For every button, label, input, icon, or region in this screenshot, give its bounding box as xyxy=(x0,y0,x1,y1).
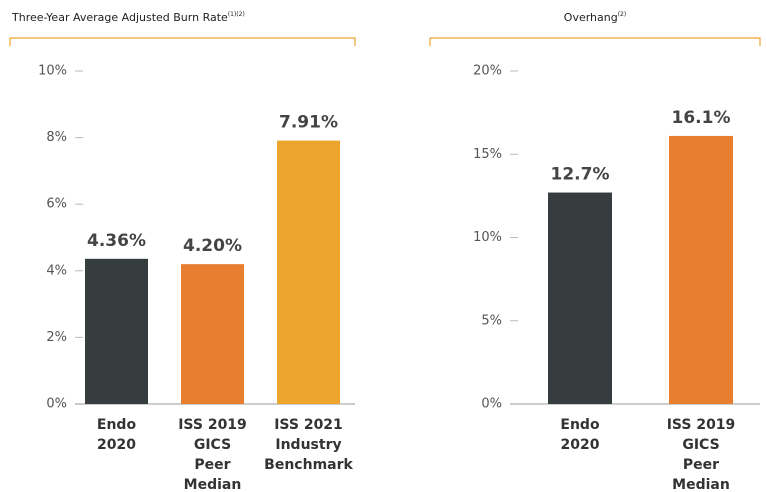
bar xyxy=(277,140,340,405)
chart-title: Three-Year Average Adjusted Burn Rate(1)… xyxy=(11,11,245,25)
x-tick-label: GICS xyxy=(194,437,231,453)
y-tick-label: 20% xyxy=(473,64,502,79)
value-label: 4.36% xyxy=(87,231,146,251)
x-tick-label: Endo xyxy=(97,417,137,433)
x-tick-label: Industry xyxy=(275,437,341,453)
value-label: 16.1% xyxy=(672,108,731,128)
title-superscript: (2) xyxy=(618,11,627,18)
title-bracket xyxy=(9,37,356,46)
x-tick-label: Benchmark xyxy=(264,457,353,473)
y-tick-label: 8% xyxy=(46,130,67,145)
y-tick-label: 2% xyxy=(46,330,67,345)
y-tick-label: 10% xyxy=(473,230,502,245)
x-tick-label: GICS xyxy=(682,437,719,453)
y-tick-label: 15% xyxy=(473,147,502,162)
x-tick-label: 2020 xyxy=(561,437,600,453)
y-tick-label: 0% xyxy=(46,397,67,412)
y-tick-label: 10% xyxy=(38,64,67,79)
y-tick-label: 5% xyxy=(481,313,502,328)
value-label: 12.7% xyxy=(551,165,610,185)
title-bracket xyxy=(429,37,761,46)
x-tick-label: 2020 xyxy=(97,437,136,453)
x-tick-label: ISS 2019 xyxy=(667,417,736,433)
bar xyxy=(669,135,733,404)
y-tick-label: 0% xyxy=(481,397,502,412)
title-text: Three-Year Average Adjusted Burn Rate xyxy=(11,11,228,24)
x-tick-label: Endo xyxy=(560,417,600,433)
x-tick-label: ISS 2021 xyxy=(274,417,343,433)
title-text: Overhang xyxy=(564,11,618,24)
x-tick-label: Median xyxy=(184,477,242,492)
bar xyxy=(85,258,148,404)
x-tick-label: Median xyxy=(672,477,730,492)
x-tick-label: Peer xyxy=(683,457,719,473)
value-label: 4.20% xyxy=(183,236,242,256)
x-tick-label: ISS 2019 xyxy=(178,417,247,433)
chart-title: Overhang(2) xyxy=(564,11,626,25)
x-tick-label: Peer xyxy=(194,457,230,473)
y-tick-label: 6% xyxy=(46,197,67,212)
title-superscript: (1)(2) xyxy=(228,11,245,18)
value-label: 7.91% xyxy=(279,113,338,133)
bar xyxy=(181,264,244,404)
y-tick-label: 4% xyxy=(46,263,67,278)
bar xyxy=(548,192,612,404)
